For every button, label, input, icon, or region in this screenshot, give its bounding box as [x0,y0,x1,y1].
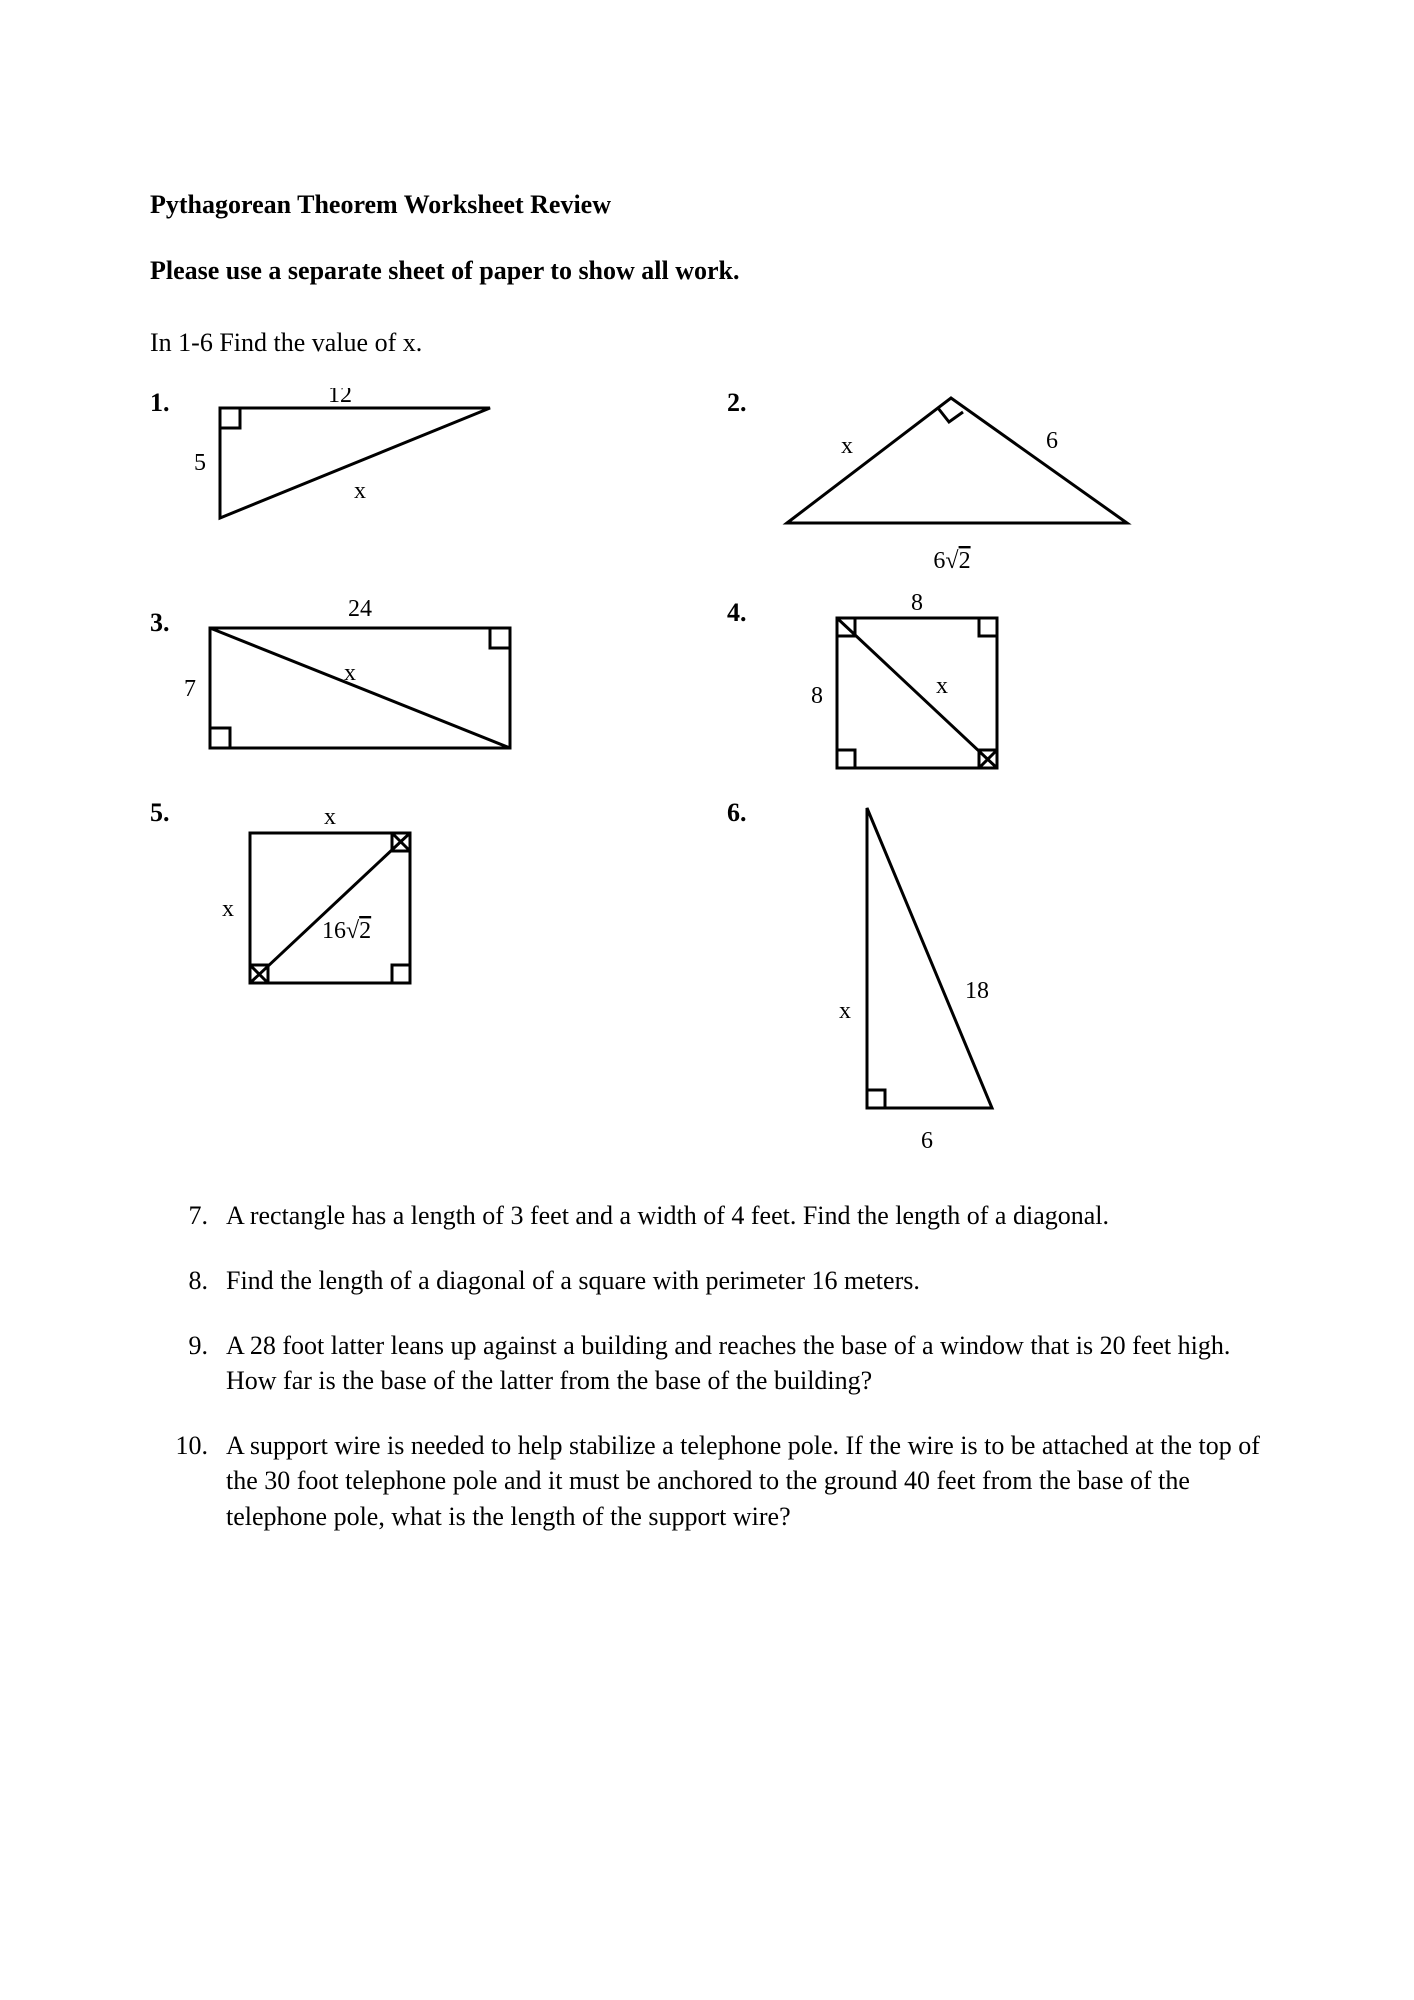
problem-number: 3. [150,608,170,638]
problem-number: 4. [727,598,747,628]
square-4: 8 8 x [727,588,1127,798]
problem-number: 2. [727,388,747,418]
problem-3: 3. 24 7 x [150,588,687,798]
problem-number: 7. [150,1198,226,1233]
worksheet-page: Pythagorean Theorem Worksheet Review Ple… [0,0,1414,1664]
problem-5: 5. x x 16√2 [150,798,687,1028]
problem-6: 6. x 18 6 [727,798,1264,1178]
problem-4: 4. 8 8 x [727,588,1264,798]
problem-10: 10. A support wire is needed to help sta… [150,1428,1264,1533]
label-left: 5 [194,450,206,476]
problem-2: 2. x 6 6√2 [727,388,1264,588]
instructions: In 1-6 Find the value of x. [150,328,1264,358]
label-top: 24 [348,596,372,622]
problem-text: Find the length of a diagonal of a squar… [226,1263,1264,1298]
triangle-1: 12 5 x [150,388,570,568]
triangle-6: x 18 6 [727,798,1127,1178]
triangle-2: x 6 6√2 [727,388,1207,588]
label-base: 6 [921,1128,933,1154]
label-left: x [839,998,851,1024]
problem-8: 8. Find the length of a diagonal of a sq… [150,1263,1264,1298]
label-top: x [324,804,336,830]
problem-text: A rectangle has a length of 3 feet and a… [226,1198,1264,1233]
worksheet-title: Pythagorean Theorem Worksheet Review [150,190,1264,220]
worksheet-subtitle: Please use a separate sheet of paper to … [150,256,1264,286]
word-problems: 7. A rectangle has a length of 3 feet an… [150,1198,1264,1534]
problem-number: 9. [150,1328,226,1398]
label-top: 8 [911,590,923,616]
problem-number: 10. [150,1428,226,1533]
label-left: 8 [811,683,823,709]
rectangle-3: 24 7 x [150,588,570,798]
label-hyp: 18 [965,978,989,1004]
square-5: x x 16√2 [150,798,550,1028]
problem-9: 9. A 28 foot latter leans up against a b… [150,1328,1264,1398]
label-left: x [222,896,234,922]
problem-number: 8. [150,1263,226,1298]
label-right: 6 [1046,428,1058,454]
problem-1: 1. 12 5 x [150,388,687,578]
problem-number: 1. [150,388,170,418]
problem-number: 5. [150,798,170,828]
problem-text: A support wire is needed to help stabili… [226,1428,1264,1533]
label-left: 7 [184,676,196,702]
label-diag: 16√2 [322,918,371,944]
label-hyp: x [354,478,366,504]
label-left: x [841,433,853,459]
problem-text: A 28 foot latter leans up against a buil… [226,1328,1264,1398]
label-base: 6√2 [933,548,970,574]
label-top: 12 [328,388,352,408]
label-diag: x [936,673,948,699]
label-diag: x [344,660,356,686]
problem-7: 7. A rectangle has a length of 3 feet an… [150,1198,1264,1233]
problem-number: 6. [727,798,747,828]
diagram-grid: 1. 12 5 x 2. x [150,388,1264,1178]
